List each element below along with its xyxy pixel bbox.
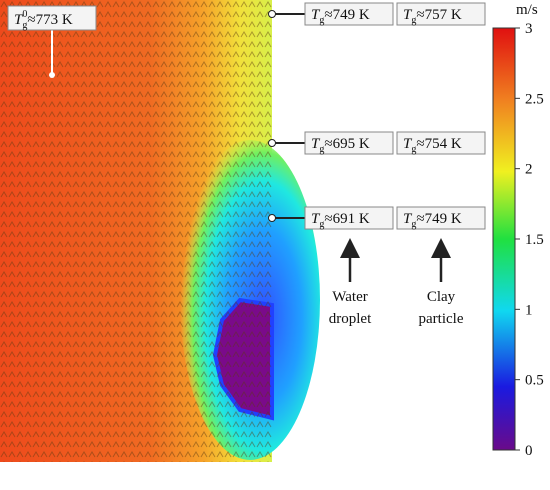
droplet-temperature: Tg≈691 K — [311, 211, 370, 230]
droplet-temperature: Tg≈749 K — [311, 7, 370, 26]
symbol: T — [311, 136, 321, 152]
colorbar — [492, 27, 516, 451]
particle-label: Clay — [427, 289, 456, 305]
marker-dot — [268, 139, 276, 147]
colorbar-tick-label: 1.5 — [525, 232, 544, 248]
subscript: g — [411, 219, 416, 230]
subscript: g — [411, 15, 416, 26]
symbol: T — [403, 7, 413, 23]
velocity-field — [0, 0, 320, 462]
droplet-label: Water — [332, 289, 367, 305]
label-box — [304, 2, 394, 26]
colorbar-tick-label: 2 — [525, 162, 533, 178]
subscript: g — [319, 144, 324, 155]
colorbar-label: m/s — [516, 2, 538, 18]
marker-dot — [49, 72, 55, 78]
colorbar-tick-label: 3 — [525, 21, 533, 37]
symbol: T — [14, 12, 24, 28]
value: ≈695 K — [324, 136, 369, 152]
droplet-temperature: Tg≈695 K — [311, 136, 370, 155]
subscript: g — [319, 15, 324, 26]
value: ≈773 K — [27, 12, 72, 28]
colorbar-tick-label: 0 — [525, 443, 533, 459]
value: ≈691 K — [324, 211, 369, 227]
droplet-label: droplet — [329, 311, 372, 327]
subscript: g — [22, 20, 27, 31]
marker-dot — [268, 10, 276, 18]
marker-dot — [268, 214, 276, 222]
symbol: T — [311, 211, 321, 227]
symbol: T — [403, 136, 413, 152]
label-box — [396, 2, 486, 26]
colorbar-tick-label: 1 — [525, 302, 533, 318]
symbol: T — [311, 7, 321, 23]
superscript: 0 — [22, 9, 27, 20]
colorbar-tick-label: 2.5 — [525, 91, 544, 107]
particle-temperature: Tg≈757 K — [403, 7, 462, 26]
value: ≈754 K — [416, 136, 461, 152]
label-box — [304, 206, 394, 230]
initial-temperature: Tg0≈773 K — [14, 9, 73, 31]
subscript: g — [319, 219, 324, 230]
colorbar-tick-label: 0.5 — [525, 373, 544, 389]
symbol: T — [403, 211, 413, 227]
particle-temperature: Tg≈749 K — [403, 211, 462, 230]
label-box — [396, 131, 486, 155]
label-box — [396, 206, 486, 230]
value: ≈749 K — [324, 7, 369, 23]
particle-label: particle — [419, 311, 464, 327]
label-box — [304, 131, 394, 155]
label-box — [7, 5, 97, 31]
value: ≈757 K — [416, 7, 461, 23]
subscript: g — [411, 144, 416, 155]
value: ≈749 K — [416, 211, 461, 227]
particle-temperature: Tg≈754 K — [403, 136, 462, 155]
